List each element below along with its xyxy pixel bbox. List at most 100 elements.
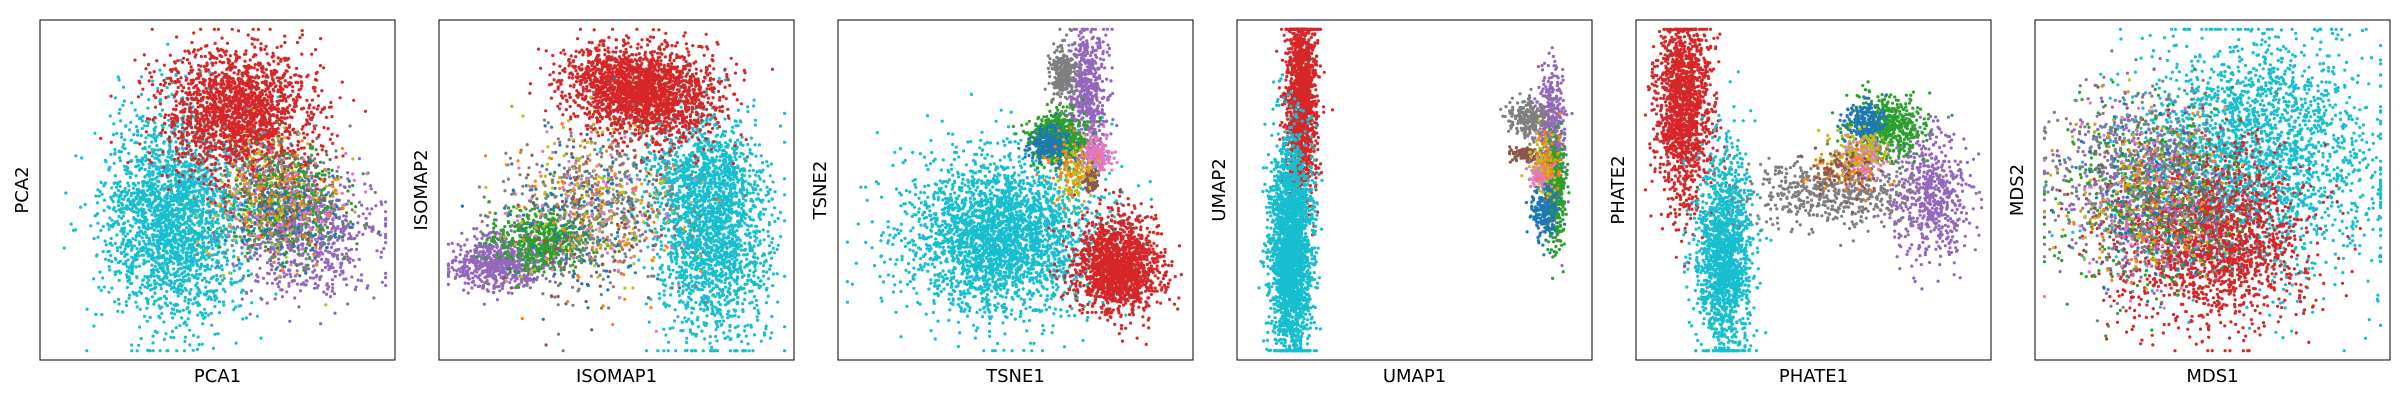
scatter-point-cyan xyxy=(122,262,125,265)
scatter-point-cyan xyxy=(141,283,144,286)
scatter-point-cyan xyxy=(218,282,221,285)
scatter-point-cyan xyxy=(184,160,187,163)
scatter-point-red xyxy=(306,111,309,114)
scatter-point-cyan xyxy=(202,200,205,203)
scatter-point-cyan xyxy=(142,232,145,235)
scatter-point-cyan xyxy=(150,264,153,267)
scatter-point-cyan xyxy=(122,222,125,225)
scatter-point-cyan xyxy=(151,335,154,338)
scatter-point-cyan xyxy=(156,268,159,271)
scatter-point-cyan xyxy=(133,244,136,247)
scatter-point-red xyxy=(199,47,202,50)
scatter-point-cyan xyxy=(184,241,187,244)
scatter-point-cyan xyxy=(145,136,148,139)
scatter-point-red xyxy=(230,91,233,94)
scatter-point-red xyxy=(197,178,200,181)
scatter-point-cyan xyxy=(153,291,156,294)
scatter-point-cyan xyxy=(135,141,138,144)
scatter-point-cyan xyxy=(142,197,145,200)
scatter-point-cyan xyxy=(167,119,170,122)
scatter-point-cyan xyxy=(151,150,154,153)
scatter-point-cyan xyxy=(151,341,154,344)
scatter-point-cyan xyxy=(219,226,222,229)
scatter-point-red xyxy=(202,120,205,123)
scatter-point-cyan xyxy=(152,275,155,278)
scatter-point-cyan xyxy=(176,197,179,200)
scatter-point-red xyxy=(306,133,309,136)
scatter-point-cyan xyxy=(84,203,87,206)
scatter-point-cyan xyxy=(94,214,97,217)
scatter-point-red xyxy=(208,183,211,186)
scatter-point-cyan xyxy=(140,93,143,96)
scatter-point-cyan xyxy=(163,140,166,143)
scatter-point-cyan xyxy=(103,285,106,288)
scatter-point-red xyxy=(190,65,193,68)
scatter-point-cyan xyxy=(195,262,198,265)
scatter-point-cyan xyxy=(96,222,99,225)
scatter-point-red xyxy=(254,63,257,66)
scatter-point-red xyxy=(319,111,322,114)
scatter-point-red xyxy=(320,144,323,147)
scatter-point-cyan xyxy=(176,291,179,294)
scatter-point-cyan xyxy=(89,224,92,227)
scatter-point-red xyxy=(281,133,284,136)
scatter-point-cyan xyxy=(197,205,200,208)
scatter-point-red xyxy=(312,106,315,109)
scatter-point-cyan xyxy=(253,209,256,212)
scatter-point-cyan xyxy=(128,171,131,174)
scatter-point-cyan xyxy=(152,211,155,214)
scatter-point-cyan xyxy=(129,230,132,233)
scatter-point-cyan xyxy=(167,152,170,155)
scatter-point-cyan xyxy=(196,181,199,184)
scatter-point-red xyxy=(161,174,164,177)
scatter-point-cyan xyxy=(198,208,201,211)
scatter-point-cyan xyxy=(123,147,126,150)
scatter-point-cyan xyxy=(164,258,167,261)
scatter-point-cyan xyxy=(102,225,105,228)
scatter-point-cyan xyxy=(101,193,104,196)
scatter-point-cyan xyxy=(181,194,184,197)
scatter-point-cyan xyxy=(166,267,169,270)
scatter-point-cyan xyxy=(123,207,126,210)
scatter-point-cyan xyxy=(221,268,224,271)
scatter-point-cyan xyxy=(122,143,125,146)
scatter-point-cyan xyxy=(130,263,133,266)
scatter-point-cyan xyxy=(174,140,177,143)
scatter-point-red xyxy=(302,107,305,110)
scatter-point-cyan xyxy=(245,316,248,319)
scatter-point-cyan xyxy=(145,307,148,310)
scatter-point-red xyxy=(163,122,166,125)
scatter-point-red xyxy=(181,152,184,155)
scatter-point-cyan xyxy=(233,269,236,272)
scatter-point-red xyxy=(279,59,282,62)
scatter-point-cyan xyxy=(106,250,109,253)
scatter-point-cyan xyxy=(183,243,186,246)
scatter-point-cyan xyxy=(148,166,151,169)
scatter-point-red xyxy=(265,93,268,96)
scatter-point-cyan xyxy=(201,251,204,254)
scatter-point-cyan xyxy=(142,240,145,243)
scatter-point-cyan xyxy=(233,281,236,284)
scatter-point-cyan xyxy=(217,250,220,253)
scatter-point-cyan xyxy=(129,224,132,227)
scatter-point-cyan xyxy=(158,194,161,197)
scatter-point-cyan xyxy=(204,258,207,261)
scatter-point-cyan xyxy=(117,76,120,79)
scatter-point-cyan xyxy=(119,159,122,162)
scatter-point-cyan xyxy=(120,211,123,214)
scatter-point-cyan xyxy=(109,114,112,117)
scatter-point-red xyxy=(282,74,285,77)
scatter-point-red xyxy=(264,90,267,93)
scatter-point-cyan xyxy=(196,293,199,296)
scatter-point-cyan xyxy=(165,235,168,238)
scatter-point-cyan xyxy=(127,199,130,202)
scatter-point-cyan xyxy=(124,260,127,263)
scatter-point-cyan xyxy=(214,333,217,336)
scatter-point-red xyxy=(204,87,207,90)
scatter-point-red xyxy=(189,175,192,178)
scatter-point-cyan xyxy=(139,229,142,232)
scatter-point-cyan xyxy=(109,196,112,199)
scatter-point-red xyxy=(266,129,269,132)
scatter-point-cyan xyxy=(135,235,138,238)
scatter-point-red xyxy=(209,103,212,106)
